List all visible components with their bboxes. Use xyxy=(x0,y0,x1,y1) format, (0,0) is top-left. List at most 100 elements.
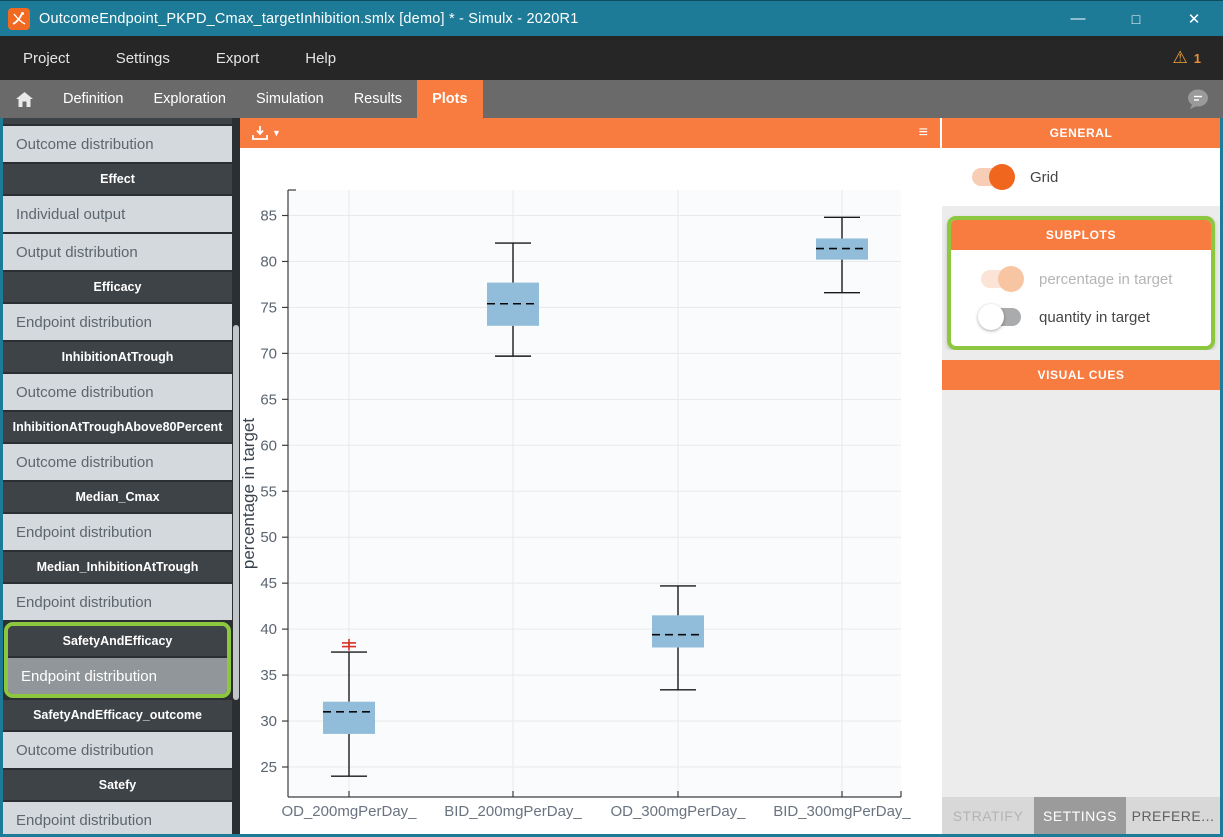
svg-text:25: 25 xyxy=(260,759,277,776)
svg-text:35: 35 xyxy=(260,667,277,684)
sidebar-item-endpoint-distribution[interactable]: Endpoint distribution xyxy=(3,514,232,550)
toggle-row-quantity-in-target: quantity in target xyxy=(951,294,1211,332)
tab-definition[interactable]: Definition xyxy=(63,91,124,107)
svg-text:80: 80 xyxy=(260,253,277,270)
download-button[interactable]: ▼ xyxy=(252,125,281,141)
menu-settings[interactable]: Settings xyxy=(115,49,170,67)
sidebar-item-endpoint-distribution[interactable]: Endpoint distribution xyxy=(3,584,232,620)
toggle-percentage-in-target[interactable] xyxy=(981,266,1024,292)
svg-text:85: 85 xyxy=(260,208,277,225)
sidebar-item-endpoint-distribution[interactable]: Endpoint distribution xyxy=(3,802,232,834)
sidebar-item-endpoint-distribution[interactable]: Endpoint distribution xyxy=(8,658,227,694)
section-body: percentage in target quantity in target xyxy=(951,250,1211,346)
sidebar-header-inhibitionattrough[interactable]: InhibitionAtTrough xyxy=(3,342,232,372)
maximize-button[interactable]: □ xyxy=(1131,10,1141,27)
content-area: Outcome distribution Effect Individual out… xyxy=(0,118,1223,834)
sidebar-header-safetyandefficacy[interactable]: SafetyAndEfficacy xyxy=(8,626,227,656)
menu-bar: Project Settings Export Help ⚠ 1 xyxy=(0,36,1223,80)
plot-list-sidebar: Outcome distribution Effect Individual out… xyxy=(0,118,240,834)
svg-text:70: 70 xyxy=(260,345,277,362)
svg-text:65: 65 xyxy=(260,391,277,408)
section-header-subplots: SUBPLOTS xyxy=(951,220,1211,250)
toggle-knob xyxy=(978,304,1004,330)
home-icon[interactable] xyxy=(0,80,48,118)
chat-icon[interactable] xyxy=(1185,87,1211,111)
preferences-tab[interactable]: PREFERE... xyxy=(1131,807,1215,824)
toggle-row-percentage-in-target: percentage in target xyxy=(951,256,1211,294)
window-border-bottom xyxy=(0,834,1223,837)
tab-exploration[interactable]: Exploration xyxy=(153,91,226,107)
sidebar-scrollbar-thumb[interactable] xyxy=(233,325,239,700)
warning-count: 1 xyxy=(1193,50,1201,66)
settings-section-visual-cues: VISUAL CUES xyxy=(942,360,1220,390)
plot-area: ▼ ≡ 25 30 35 40 45 50 55 60 65 70 75 80 85 OD_200mgPe… xyxy=(240,118,940,834)
toggle-knob xyxy=(989,164,1015,190)
stratify-tab[interactable]: STRATIFY xyxy=(952,807,1024,824)
section-gap xyxy=(942,350,1220,360)
boxplot-chart: 25 30 35 40 45 50 55 60 65 70 75 80 85 OD_200mgPerDay… xyxy=(240,189,911,820)
sidebar-header-effect[interactable]: Effect xyxy=(3,164,232,194)
sidebar-item-endpoint-distribution[interactable]: Endpoint distribution xyxy=(3,304,232,340)
sidebar-item-outcome-distribution[interactable]: Outcome distribution xyxy=(3,444,232,480)
sidebar-scrollbar xyxy=(232,118,240,834)
sidebar-item-output-distribution[interactable]: Output distribution xyxy=(3,234,232,270)
sidebar-item-outcome-distribution[interactable]: Outcome distribution xyxy=(3,374,232,410)
warning-indicator[interactable]: ⚠ 1 xyxy=(1173,48,1201,68)
sidebar-highlight-box: SafetyAndEfficacy Endpoint distribution xyxy=(4,622,231,698)
svg-text:OD_200mgPerDay_: OD_200mgPerDay_ xyxy=(281,803,417,820)
settings-panel-empty xyxy=(942,390,1220,797)
svg-text:BID_200mgPerDay_: BID_200mgPerDay_ xyxy=(444,803,582,820)
main-tab-bar: Definition Exploration Simulation Result… xyxy=(0,80,1223,118)
section-body: Grid xyxy=(942,148,1220,206)
toggle-knob xyxy=(998,266,1024,292)
section-header-visual-cues: VISUAL CUES xyxy=(942,360,1220,390)
sidebar-header-inhibitionattroughabove80percent[interactable]: InhibitionAtTroughAbove80Percent xyxy=(3,412,232,442)
settings-section-subplots: SUBPLOTS percentage in target quantity in … xyxy=(947,216,1215,350)
sidebar-header-median-inhibitionattrough[interactable]: Median_InhibitionAtTrough xyxy=(3,552,232,582)
tab-plots[interactable]: Plots xyxy=(417,80,483,118)
svg-text:BID_300mgPerDay_: BID_300mgPerDay_ xyxy=(773,803,911,820)
sidebar-header-safetyandefficacy-outcome[interactable]: SafetyAndEfficacy_outcome xyxy=(3,700,232,730)
toggle-quantity-in-target[interactable] xyxy=(978,304,1021,330)
settings-tab[interactable]: SETTINGS xyxy=(1034,797,1126,834)
sidebar-item-individual-output[interactable]: Individual output xyxy=(3,196,232,232)
svg-text:30: 30 xyxy=(260,713,277,730)
svg-text:45: 45 xyxy=(260,575,277,592)
sidebar-header-efficacy[interactable]: Efficacy xyxy=(3,272,232,302)
section-header-general: GENERAL xyxy=(942,118,1220,148)
menu-export[interactable]: Export xyxy=(215,49,260,67)
close-button[interactable]: ✕ xyxy=(1187,10,1201,28)
sidebar-item-outcome-distribution[interactable]: Outcome distribution xyxy=(3,732,232,768)
menu-project[interactable]: Project xyxy=(23,49,70,67)
panel-footer-tabs: STRATIFY SETTINGS PREFERE... xyxy=(942,797,1220,834)
menu-icon[interactable]: ≡ xyxy=(918,124,928,141)
sidebar-partial-item xyxy=(3,118,232,124)
tab-results[interactable]: Results xyxy=(353,91,403,107)
toggle-grid[interactable] xyxy=(972,164,1015,190)
minimize-button[interactable]: — xyxy=(1070,10,1086,27)
toggle-label: percentage in target xyxy=(1039,270,1173,288)
title-bar: OutcomeEndpoint_PKPD_Cmax_targetInhibiti… xyxy=(0,0,1223,36)
settings-section-general: GENERAL Grid xyxy=(942,118,1220,206)
toggle-label: quantity in target xyxy=(1039,308,1150,326)
svg-text:50: 50 xyxy=(260,529,277,546)
settings-panel: GENERAL Grid SUBPLOTS percentage in target q… xyxy=(940,118,1223,834)
sidebar-header-satefy[interactable]: Satefy xyxy=(3,770,232,800)
svg-text:75: 75 xyxy=(260,299,277,316)
toggle-label: Grid xyxy=(1030,168,1059,186)
sidebar-item-outcome-distribution[interactable]: Outcome distribution xyxy=(3,126,232,162)
menu-help[interactable]: Help xyxy=(305,49,337,67)
tab-simulation[interactable]: Simulation xyxy=(256,91,324,107)
plot-toolbar: ▼ ≡ xyxy=(240,118,940,148)
dropdown-caret-icon: ▼ xyxy=(272,128,281,138)
warning-icon: ⚠ xyxy=(1172,48,1188,67)
sidebar-header-median-cmax[interactable]: Median_Cmax xyxy=(3,482,232,512)
svg-text:40: 40 xyxy=(260,621,277,638)
simulx-logo-icon xyxy=(8,7,30,30)
svg-text:OD_300mgPerDay_: OD_300mgPerDay_ xyxy=(610,803,746,820)
section-gap xyxy=(942,206,1220,216)
svg-text:60: 60 xyxy=(260,437,277,454)
toggle-row-grid: Grid xyxy=(942,154,1220,192)
download-icon xyxy=(252,125,268,140)
